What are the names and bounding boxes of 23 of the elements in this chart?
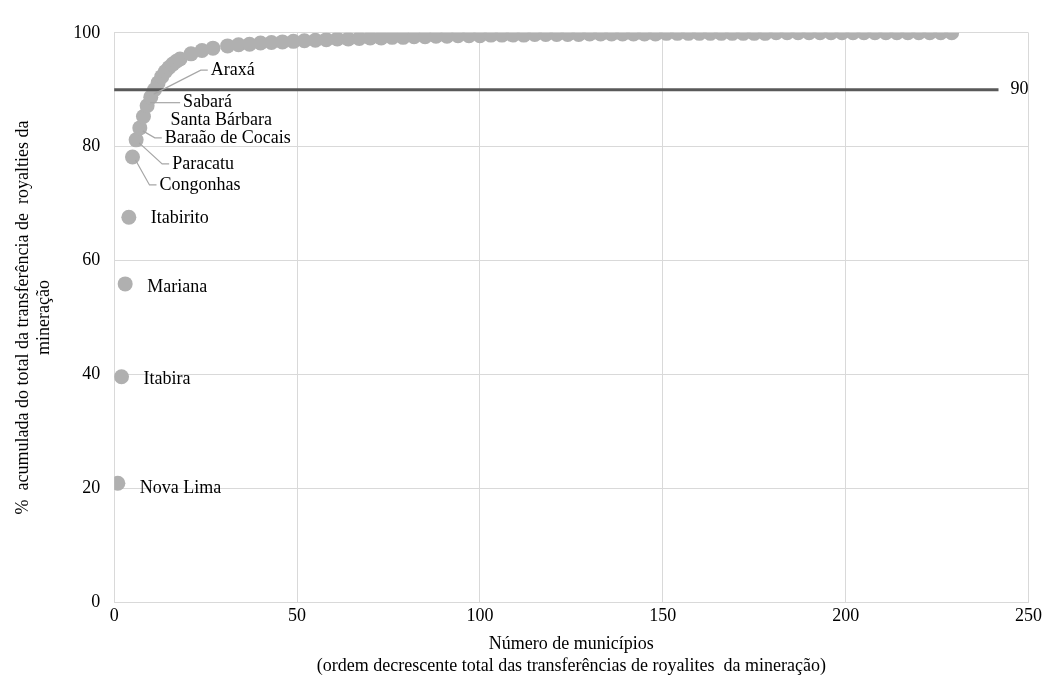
annotation: Itabirito bbox=[150, 207, 209, 228]
annotation: Nova Lima bbox=[139, 476, 222, 497]
y-tick-label: 80 bbox=[82, 135, 101, 156]
annotation: Araxá bbox=[210, 58, 255, 79]
annotation: Sabará bbox=[183, 91, 233, 112]
x-tick-label: 250 bbox=[1015, 604, 1042, 625]
y-tick-label: 40 bbox=[82, 363, 101, 384]
x-tick-label: 150 bbox=[649, 604, 677, 625]
y-tick-label: 0 bbox=[91, 590, 101, 611]
y-tick-label: 60 bbox=[82, 249, 101, 270]
y-axis-title: % acumulada do total da transferência de royalties da mineração bbox=[11, 120, 54, 515]
y-tick-label: 100 bbox=[73, 21, 101, 42]
annotation: Congonhas bbox=[159, 173, 241, 194]
annotation: Itabira bbox=[143, 368, 191, 389]
x-axis-title: Número de municípios (ordem decrescente total das transferências de royalites da mineração) bbox=[316, 633, 826, 676]
x-tick-label: 200 bbox=[832, 604, 860, 625]
y-tick-label: 20 bbox=[82, 477, 101, 498]
annotation: Mariana bbox=[147, 275, 208, 296]
x-tick-label: 0 bbox=[109, 604, 119, 625]
x-tick-label: 50 bbox=[288, 604, 307, 625]
annotation: Paracatu bbox=[172, 152, 235, 173]
ref-line-label: 90 bbox=[1010, 78, 1029, 99]
x-tick-label: 100 bbox=[466, 604, 494, 625]
